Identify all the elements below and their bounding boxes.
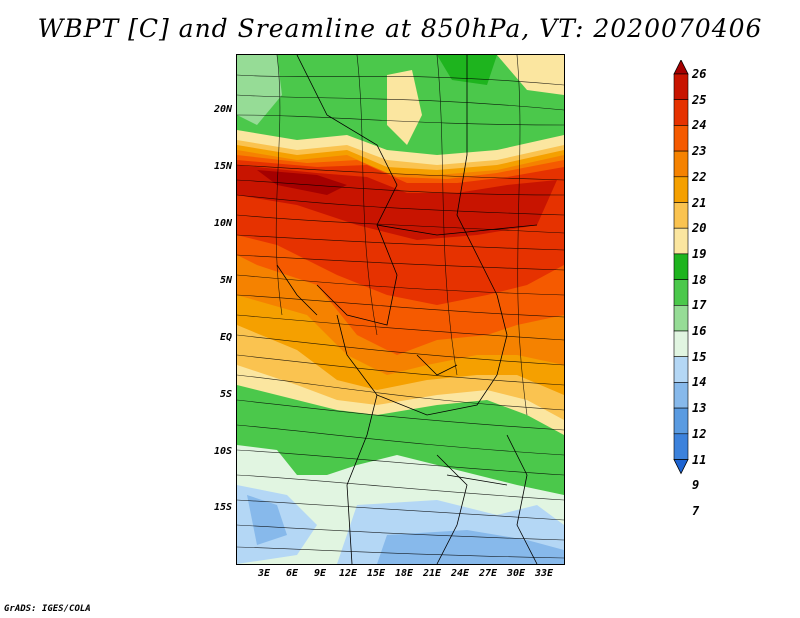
lat-label-5s: 5S [219, 389, 232, 400]
lon-label-3e: 3E [257, 568, 271, 579]
wbpt-field-16-north [237, 55, 282, 125]
lon-label-27e: 27E [478, 568, 498, 579]
lon-label-21e: 21E [422, 568, 442, 579]
lon-label-33e: 33E [534, 568, 554, 579]
colorbar-label: 12 [692, 426, 707, 441]
lon-label-15e: 15E [366, 568, 386, 579]
chart-title: WBPT [C] and Sreamline at 850hPa, VT: 20… [37, 14, 763, 43]
lon-label-9e: 9E [313, 568, 327, 579]
colorbar-label: 18 [692, 272, 707, 287]
lat-label-10n: 10N [213, 218, 232, 229]
lat-label-10s: 10S [213, 446, 232, 457]
lat-label-15s: 15S [213, 502, 232, 513]
colorbar-segment [673, 253, 689, 280]
grads-credit: GrADS: IGES/COLA [4, 604, 91, 614]
colorbar-label: 25 [692, 92, 707, 107]
colorbar-top-arrow [673, 60, 689, 75]
colorbar-label: 20 [692, 221, 707, 236]
lat-label-15n: 15N [213, 161, 232, 172]
colorbar-label: 17 [692, 298, 707, 313]
colorbar-label: 22 [692, 169, 707, 184]
wbpt-field-26 [257, 170, 347, 195]
lon-label-30e: 30E [506, 568, 526, 579]
colorbar-label: 24 [692, 118, 707, 133]
wbpt-field-13-sw [247, 495, 287, 545]
colorbar-segment [673, 356, 689, 383]
lon-label-6e: 6E [285, 568, 299, 579]
colorbar-segment [673, 99, 689, 126]
lon-label-12e: 12E [338, 568, 358, 579]
streamlines [237, 55, 564, 559]
colorbar-label: 23 [692, 144, 707, 159]
colorbar-segment [673, 227, 689, 255]
colorbar-bottom-arrow [673, 459, 689, 475]
colorbar-label: 16 [692, 324, 707, 338]
colorbar-label: 11 [692, 452, 707, 467]
map-panel [236, 54, 565, 565]
colorbar-label: 7 [692, 503, 700, 518]
colorbar-segment [673, 407, 689, 435]
colorbar-segment [673, 305, 689, 332]
colorbar-label: 26 [692, 67, 707, 81]
colorbar-segment [673, 73, 689, 101]
colorbar-label: 19 [692, 246, 707, 261]
colorbar-segment [673, 382, 689, 409]
colorbar-segment [673, 433, 689, 460]
colorbar-segment [673, 279, 689, 306]
lat-label-5n: 5N [219, 275, 232, 286]
wbpt-field-19-north [387, 70, 422, 145]
wbpt-field-19-ne [497, 55, 564, 95]
lat-label-20n: 20N [213, 104, 232, 115]
colorbar-label: 21 [692, 195, 707, 210]
colorbar-segment [673, 202, 689, 229]
colorbar-segment [673, 176, 689, 203]
colorbar-segment [673, 125, 689, 152]
colorbar-segment [673, 150, 689, 178]
country-borders [276, 55, 538, 564]
colorbar-label: 13 [692, 401, 707, 416]
colorbar-label: 9 [692, 478, 700, 493]
colorbar-label: 15 [692, 349, 707, 364]
lat-label-eq: EQ [219, 332, 232, 343]
colorbar-segment [673, 330, 689, 358]
lon-label-24e: 24E [450, 568, 470, 579]
lon-label-18e: 18E [394, 568, 414, 579]
colorbar-label: 14 [692, 375, 707, 390]
colorbar [673, 60, 689, 475]
wbpt-map [237, 55, 564, 564]
